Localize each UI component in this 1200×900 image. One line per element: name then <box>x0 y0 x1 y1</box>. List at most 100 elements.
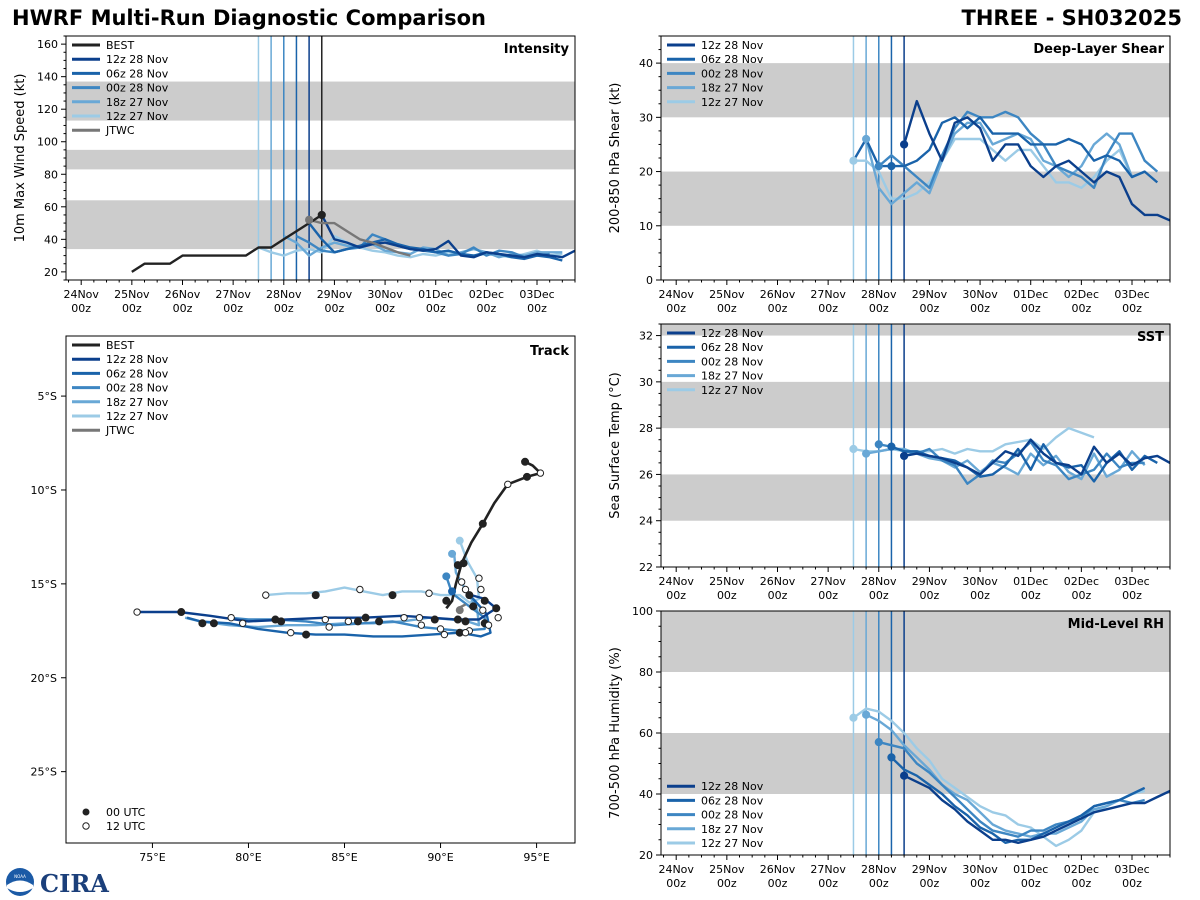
y-tick-label: 10°S <box>31 484 57 497</box>
legend-label: 12z 28 Nov <box>106 53 169 66</box>
threshold-band <box>66 200 575 250</box>
series-marker <box>887 442 896 451</box>
x-tick-label: 25Nov <box>709 575 745 588</box>
chart-intensity: 2040608010012014016024Nov00z25Nov00z26No… <box>13 35 576 315</box>
legend-label: 12z 27 Nov <box>106 110 169 123</box>
series-line-jtwc <box>308 218 411 257</box>
legend-label: 12z 27 Nov <box>106 410 169 423</box>
track-point-12utc <box>325 623 333 631</box>
x-tick-label: 28Nov <box>861 575 897 588</box>
legend-label: 06z 28 Nov <box>106 367 169 380</box>
x-tick-label: 29Nov <box>912 575 948 588</box>
x-tick-label: 75°E <box>139 851 165 864</box>
series-marker <box>874 440 883 449</box>
legend-label: 00z 28 Nov <box>701 809 764 822</box>
x-tick-label: 01Dec <box>1013 863 1048 876</box>
x-tick-label: 02Dec <box>1064 863 1099 876</box>
chart-track: 75°E 80°E 85°E 90°E 95°E 5°S 10°S 15°S 20°S 25°S T… <box>31 335 576 864</box>
track-point-00utc <box>388 591 397 600</box>
x-tick-label: 00z <box>1071 302 1091 315</box>
track-point-00utc <box>448 587 457 596</box>
x-tick-label: 26Nov <box>165 288 201 301</box>
y-tick-label: 20 <box>44 266 58 279</box>
legend-label: BEST <box>106 39 134 52</box>
x-tick-label: 00z <box>1122 302 1142 315</box>
x-tick-label: 00z <box>768 877 788 890</box>
track-point-12utc <box>400 613 408 622</box>
x-tick-label: 00z <box>476 302 496 315</box>
y-tick-label: 26 <box>639 468 653 481</box>
track-point-12utc <box>475 574 483 582</box>
y-tick-label: 20°S <box>31 672 57 685</box>
track-point-12utc <box>227 613 235 622</box>
y-tick-label: 80 <box>44 168 58 181</box>
y-tick-label: 120 <box>37 103 58 116</box>
x-tick-label: 03Dec <box>519 288 554 301</box>
threshold-band <box>661 171 1170 226</box>
track-point-00utc <box>480 596 489 605</box>
x-tick-label: 00z <box>717 589 737 602</box>
y-tick-label: 22 <box>639 561 653 574</box>
x-tick-label: 00z <box>527 302 547 315</box>
series-line-run_18z27 <box>864 121 1146 206</box>
track-point-12utc <box>461 628 470 637</box>
x-tick-label: 26Nov <box>760 288 796 301</box>
x-tick-label: 26Nov <box>760 575 796 588</box>
track-point-12utc <box>484 621 493 629</box>
y-tick-label: 24 <box>639 515 653 528</box>
x-tick-label: 30Nov <box>962 863 998 876</box>
x-tick-label: 24Nov <box>658 288 694 301</box>
series-line-best <box>131 213 323 273</box>
legend-label: BEST <box>106 339 134 352</box>
plot-frame <box>660 323 1171 568</box>
cira-logo-text: CIRA <box>40 869 109 898</box>
x-tick-label: 00z <box>666 877 686 890</box>
y-tick-label: 60 <box>639 727 653 740</box>
series-marker <box>305 215 314 224</box>
y-tick-label: 100 <box>37 136 58 149</box>
x-tick-label: 00z <box>818 302 838 315</box>
legend-label: JTWC <box>105 424 135 437</box>
series-marker <box>874 738 883 747</box>
x-tick-label: 26Nov <box>760 863 796 876</box>
page-title: HWRF Multi-Run Diagnostic Comparison <box>12 6 487 30</box>
x-tick-label: 00z <box>818 877 838 890</box>
x-tick-label: 02Dec <box>1064 288 1099 301</box>
track-point-00utc <box>198 619 207 628</box>
track-line-best <box>445 460 542 610</box>
x-tick-label: 00z <box>920 589 940 602</box>
y-tick-label: 25°S <box>31 766 57 779</box>
x-tick-label: 00z <box>1122 877 1142 890</box>
series-line-run_06z28 <box>890 756 1146 844</box>
track-point-12utc <box>321 615 330 624</box>
series-group <box>131 213 575 273</box>
track-point-00utc <box>361 613 370 622</box>
x-tick-label: 00z <box>970 877 990 890</box>
y-tick-label: 80 <box>639 666 653 679</box>
track-line-run_12z27 <box>265 540 481 604</box>
y-tick-label: 10 <box>639 220 653 233</box>
series-marker <box>887 753 896 762</box>
track-point-00utc <box>209 619 218 628</box>
x-tick-label: 24Nov <box>63 288 99 301</box>
x-tick-label: 85°E <box>331 851 357 864</box>
y-tick-label: 20 <box>639 166 653 179</box>
series-marker <box>317 210 326 220</box>
x-tick-label: 00z <box>122 302 142 315</box>
x-tick-label: 01Dec <box>418 288 453 301</box>
track-point-12utc <box>440 630 449 639</box>
y-axis-label: Sea Surface Temp (°C) <box>608 372 623 519</box>
x-tick-label: 24Nov <box>658 575 694 588</box>
x-tick-label: 29Nov <box>317 288 353 301</box>
x-tick-label: 00z <box>1021 589 1041 602</box>
x-tick-label: 00z <box>768 302 788 315</box>
y-axis-label: 10m Max Wind Speed (kt) <box>13 74 28 243</box>
track-point-00utc <box>430 615 439 624</box>
threshold-band <box>66 81 575 121</box>
chart-sst: 22242628303224Nov00z25Nov00z26Nov00z27No… <box>608 323 1171 602</box>
track-point-12utc <box>417 621 426 629</box>
